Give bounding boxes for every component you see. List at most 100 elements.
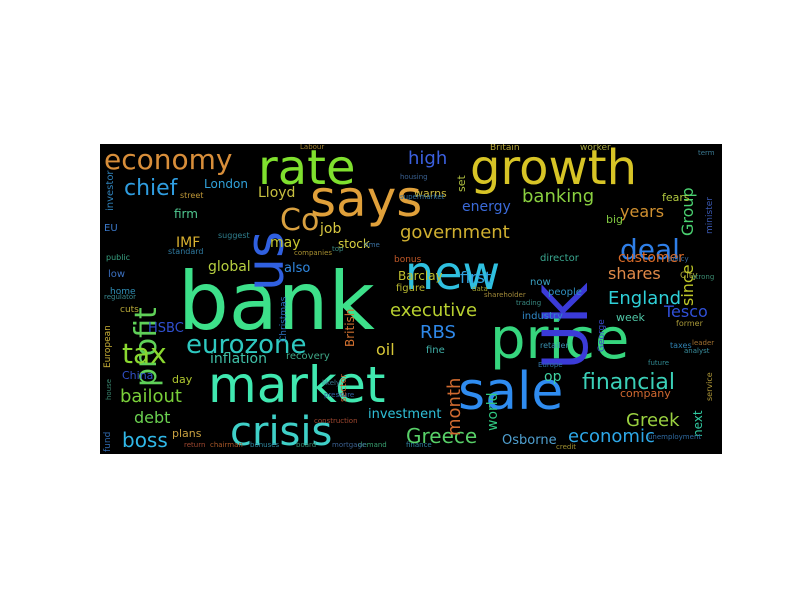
cloud-word: Barclay: [398, 269, 443, 283]
cloud-word: unemployment: [648, 433, 702, 441]
cloud-word: suggest: [218, 231, 250, 240]
cloud-word: demand: [358, 441, 387, 449]
cloud-word: industry: [522, 311, 563, 322]
cloud-word: tax: [122, 337, 167, 370]
cloud-word: HSBC: [148, 321, 184, 336]
cloud-word: bonuses: [250, 441, 280, 449]
cloud-word: debt: [134, 408, 171, 427]
cloud-word: companies: [294, 249, 333, 257]
cloud-word: term: [698, 149, 715, 157]
cloud-word: may: [270, 235, 301, 251]
cloud-word: analyst: [684, 347, 710, 355]
cloud-word: people: [548, 287, 582, 298]
cloud-word: strong: [692, 273, 715, 281]
cloud-word: investor: [105, 170, 116, 211]
cloud-word: Christmas: [279, 296, 289, 343]
cloud-word: service: [705, 372, 714, 402]
cloud-word: regulator: [104, 293, 137, 301]
cloud-word: European: [103, 325, 113, 369]
cloud-word: shares: [608, 264, 661, 283]
cloud-word: chief: [124, 176, 178, 201]
cloud-word: worker: [580, 144, 611, 153]
cloud-word: IMF: [176, 235, 201, 251]
cloud-word: global: [208, 259, 251, 275]
cloud-word: investment: [368, 407, 442, 422]
cloud-word: first: [460, 268, 492, 287]
cloud-word: top: [332, 245, 344, 253]
cloud-word: figure: [396, 283, 426, 294]
cloud-word: recovery: [286, 351, 330, 362]
cloud-word: also: [284, 261, 311, 276]
cloud-word: Europe: [538, 361, 563, 369]
cloud-word: bailout: [120, 386, 182, 407]
cloud-word: sale: [458, 362, 564, 422]
cloud-word: City: [680, 271, 698, 281]
cloud-word: housing: [400, 173, 428, 181]
cloud-word: Labour: [300, 144, 325, 151]
cloud-word: policy: [668, 255, 689, 263]
cloud-word: London: [204, 177, 248, 191]
cloud-word: growth: [470, 144, 638, 196]
cloud-word: return: [184, 441, 206, 449]
cloud-word: month: [444, 377, 465, 437]
cloud-word: energy: [462, 199, 511, 215]
cloud-word: George: [597, 319, 607, 353]
cloud-word: Greek: [626, 410, 680, 431]
cloud-word: boss: [122, 428, 168, 452]
cloud-word: says: [310, 170, 423, 228]
cloud-word: minister: [705, 197, 715, 235]
cloud-word: RBS: [420, 322, 456, 343]
cloud-word: fund: [103, 431, 113, 453]
cloud-word: economy: [104, 144, 233, 176]
cloud-word: fears: [662, 191, 690, 204]
cloud-word: British: [343, 308, 357, 347]
cloud-word: stock: [338, 237, 370, 251]
cloud-word: data: [472, 285, 488, 293]
cloud-word: inflation: [210, 351, 267, 367]
cloud-word: bank: [178, 255, 375, 348]
cloud-word: Greece: [406, 424, 478, 448]
cloud-word: week: [616, 311, 645, 324]
cloud-word: plans: [172, 427, 202, 440]
cloud-word: Britain: [490, 144, 520, 153]
cloud-word: shareholder: [484, 291, 526, 299]
cloud-word: Osborne: [502, 433, 557, 448]
cloud-word: time: [364, 241, 380, 249]
cloud-word: big: [606, 213, 624, 226]
cloud-word: new: [405, 246, 501, 300]
cloud-word: banking: [522, 186, 595, 207]
cloud-word: eurozone: [186, 330, 307, 360]
cloud-word: low: [108, 269, 126, 280]
cloud-word: board: [296, 441, 317, 449]
cloud-word: Tesco: [664, 302, 708, 321]
cloud-word: England: [608, 288, 682, 309]
cloud-word: years: [620, 202, 665, 221]
cloud-word: construction: [314, 417, 358, 425]
cloud-word: future: [648, 359, 670, 367]
cloud-word: warns: [414, 187, 447, 200]
cloud-word: Lloyd: [258, 185, 296, 201]
cloud-word: deal: [620, 233, 680, 266]
cloud-word: chairman: [210, 441, 243, 449]
word-cloud: bank market price UK sale growth rate says new us…: [100, 144, 722, 454]
cloud-word: high: [408, 148, 448, 169]
cloud-word: EU: [104, 223, 118, 234]
cloud-word: customer: [618, 250, 684, 266]
cloud-word: op: [544, 369, 562, 385]
cloud-word: leader: [692, 339, 715, 347]
cloud-word: pressure: [324, 391, 355, 399]
cloud-word: mortgage: [332, 441, 367, 449]
cloud-word: company: [620, 387, 671, 400]
cloud-word: market: [208, 356, 386, 414]
cloud-word: director: [540, 253, 579, 264]
cloud-word: public: [106, 253, 131, 262]
cloud-word: rate: [258, 144, 356, 196]
cloud-word: street: [180, 191, 204, 200]
cloud-word: trading: [516, 299, 542, 307]
cloud-word: executive: [390, 300, 478, 321]
cloud-word: retailer: [540, 341, 569, 350]
cloud-word: credit: [556, 443, 577, 451]
cloud-word: oil: [376, 340, 395, 359]
cloud-word: world: [485, 392, 501, 431]
cloud-word: financial: [582, 370, 676, 395]
